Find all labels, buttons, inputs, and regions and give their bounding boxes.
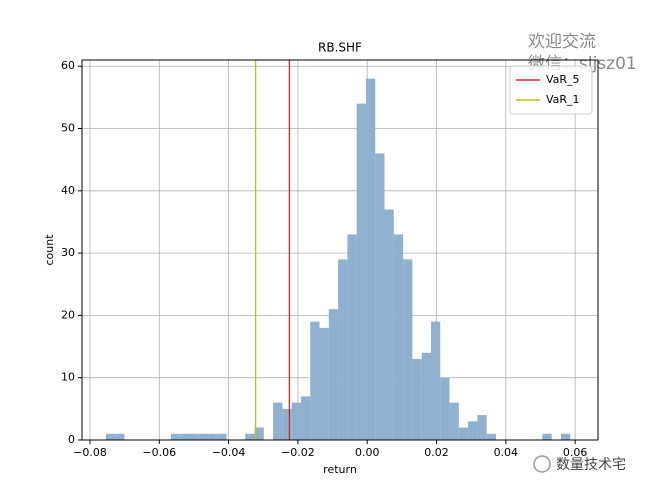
- brand: 数量技术宅: [556, 457, 626, 473]
- axes-frame: [81, 59, 599, 441]
- y-tick-label: 50: [61, 122, 75, 135]
- bar: [217, 433, 227, 440]
- bar: [421, 352, 431, 440]
- y-tick-label: 10: [61, 371, 75, 384]
- y-tick-label: 60: [61, 59, 75, 72]
- chart-title: RB.SHF: [318, 41, 362, 55]
- bar: [189, 433, 199, 440]
- y-axis-label: count: [43, 234, 56, 266]
- bar: [486, 433, 496, 440]
- legend-label: VaR_5: [546, 73, 580, 86]
- bar: [300, 396, 311, 440]
- bar: [170, 433, 181, 440]
- x-tick-label: −0.08: [73, 446, 107, 459]
- y-tick-label: 0: [68, 433, 75, 446]
- watermark: 欢迎交流: [528, 32, 596, 52]
- bar: [291, 402, 301, 440]
- x-tick-label: 0.06: [563, 446, 588, 459]
- legend-label: VaR_1: [546, 93, 580, 106]
- bar: [542, 433, 552, 440]
- bar: [310, 321, 320, 440]
- bar: [338, 259, 348, 440]
- bar: [477, 415, 487, 440]
- bar: [198, 433, 209, 440]
- bar: [365, 78, 376, 440]
- bar: [356, 103, 366, 440]
- bar: [105, 433, 116, 440]
- legend-box: [509, 65, 593, 115]
- y-tick-label: 40: [61, 184, 75, 197]
- x-tick-label: −0.06: [142, 446, 176, 459]
- bar: [430, 321, 441, 440]
- bar: [254, 427, 264, 440]
- bar: [115, 433, 125, 440]
- x-axis-label: return: [323, 463, 357, 476]
- bar: [245, 433, 255, 440]
- x-tick-label: −0.02: [281, 446, 315, 459]
- bar: [328, 309, 339, 440]
- bar: [560, 433, 571, 440]
- bar: [440, 377, 450, 440]
- brand-icon: [533, 455, 551, 473]
- y-tick-label: 20: [61, 308, 75, 321]
- bar: [180, 433, 190, 440]
- x-tick-label: 0.00: [355, 446, 380, 459]
- bar: [375, 153, 385, 440]
- bar: [273, 402, 283, 440]
- bar: [347, 234, 357, 440]
- bar: [393, 234, 404, 440]
- bar: [282, 408, 292, 440]
- bar: [412, 359, 422, 440]
- x-tick-label: −0.04: [212, 446, 246, 459]
- bar: [403, 259, 413, 440]
- bar: [458, 427, 469, 440]
- bar: [468, 421, 478, 440]
- y-tick-label: 30: [61, 246, 75, 259]
- x-tick-label: 0.02: [424, 446, 449, 459]
- bar: [319, 327, 329, 440]
- bar: [449, 402, 459, 440]
- x-tick-label: 0.04: [494, 446, 519, 459]
- bar: [208, 433, 218, 440]
- bar: [384, 209, 394, 440]
